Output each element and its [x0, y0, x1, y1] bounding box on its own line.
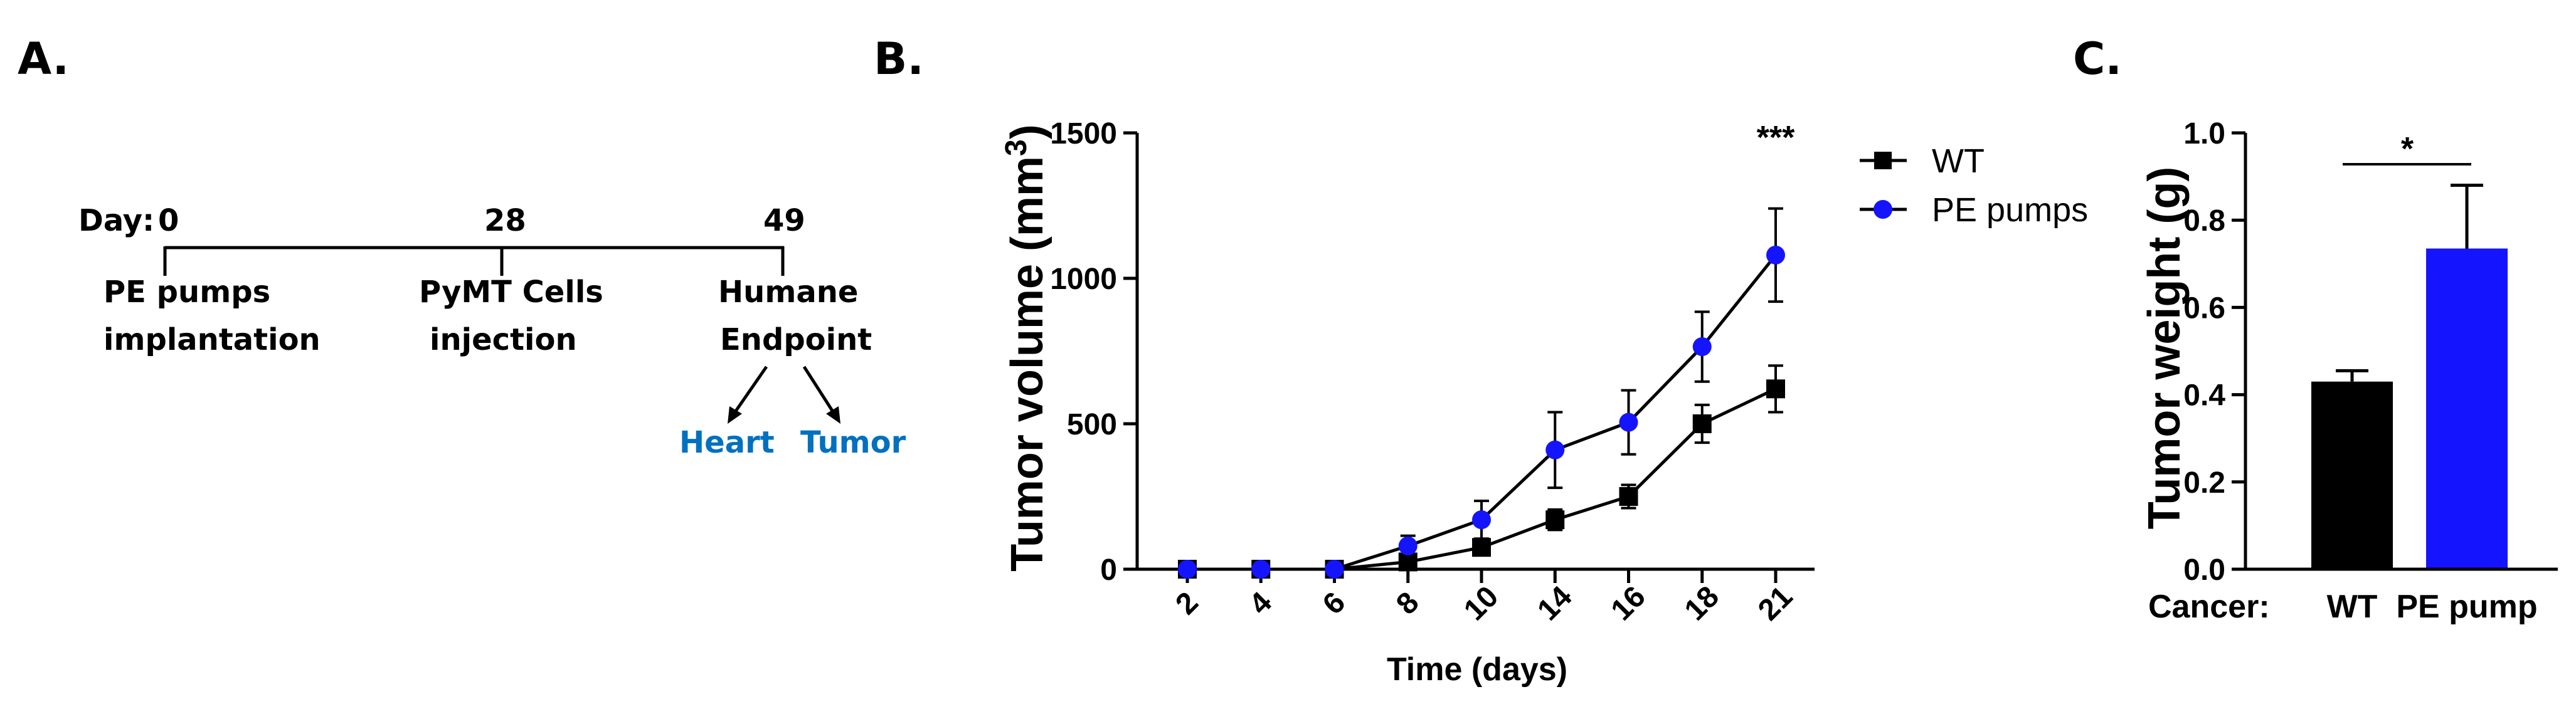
- timeline-output-tumor: Tumor: [800, 425, 906, 460]
- timeline-event-2-line1: Humane: [718, 275, 858, 310]
- timeline-output-heart: Heart: [679, 425, 775, 460]
- y-tick-label: 0.8: [2183, 204, 2225, 238]
- y-tick-label: 1000: [1050, 263, 1117, 296]
- arrow-to-tumor: [802, 365, 837, 417]
- point-wt-21: [1766, 379, 1785, 399]
- timeline-event-0-line1: PE pumps: [103, 275, 270, 310]
- timeline-day-label: Day:: [78, 203, 154, 238]
- panel-label-b: B.: [874, 33, 924, 85]
- point-wt-8: [1398, 552, 1418, 572]
- legend-pe-marker: [1874, 200, 1892, 219]
- x-tick-label: 10: [1458, 580, 1505, 627]
- timeline-day-0: 0: [158, 203, 179, 238]
- y-tick-label: 1.0: [2183, 117, 2225, 150]
- significance-marker-volume: ***: [1757, 120, 1795, 156]
- point-wt-10: [1472, 538, 1491, 557]
- x-axis-label-time: Time (days): [1387, 651, 1567, 688]
- x-tick-label: 2: [1169, 586, 1204, 621]
- legend-wt-marker: [1874, 152, 1892, 169]
- x-tick-label: 14: [1531, 580, 1578, 627]
- y-tick-label: 0.6: [2183, 291, 2225, 325]
- point-wt-14: [1545, 510, 1565, 530]
- y-tick-label: 0.0: [2183, 554, 2225, 587]
- x-tick-label: 16: [1605, 580, 1652, 627]
- point-pe-10: [1472, 510, 1491, 530]
- arrowhead-heart-icon: [728, 406, 742, 424]
- point-pe-21: [1766, 245, 1785, 265]
- bar-wt: [2311, 381, 2393, 569]
- y-tick-label: 0: [1100, 554, 1117, 587]
- significance-marker-weight: *: [2401, 131, 2414, 167]
- y-axis-label-weight: Tumor weight (g): [2139, 167, 2190, 530]
- x-tick-label: 6: [1317, 586, 1352, 621]
- timeline-day-28: 28: [484, 203, 526, 238]
- timeline-event-0-line2: implantation: [103, 322, 321, 357]
- point-pe-2: [1178, 560, 1197, 579]
- tumor-volume-chart: Tumor volume (mm3) Time (days) *** WT PE…: [1000, 117, 2089, 688]
- point-pe-14: [1545, 440, 1565, 460]
- x-tick-label: 8: [1390, 586, 1425, 621]
- x-tick-label: 21: [1752, 580, 1799, 627]
- point-wt-18: [1692, 414, 1712, 433]
- x-tick-label: 4: [1243, 586, 1279, 621]
- arrowhead-tumor-icon: [826, 406, 840, 424]
- point-wt-16: [1619, 487, 1638, 506]
- timeline-event-1-line2: injection: [430, 322, 577, 357]
- legend: WT PE pumps: [1860, 142, 2088, 229]
- y-tick-label: 1500: [1050, 117, 1117, 150]
- y-axis-label-volume: Tumor volume (mm3): [1000, 124, 1053, 571]
- y-tick-label: 500: [1067, 408, 1117, 441]
- x-category-label: PE pump: [2396, 589, 2537, 625]
- timeline-panel: Day: 0 28 49 PE pumps implantation PyMT …: [78, 203, 906, 460]
- panel-label-a: A.: [18, 33, 69, 85]
- y-tick-label: 0.4: [2183, 379, 2225, 412]
- point-pe-4: [1251, 560, 1271, 579]
- panel-label-c: C.: [2073, 33, 2122, 85]
- timeline-event-2-line2: Endpoint: [720, 322, 872, 357]
- point-pe-16: [1619, 412, 1638, 432]
- bar-pe-pump: [2426, 248, 2508, 569]
- timeline-day-49: 49: [763, 203, 805, 238]
- timeline-event-1-line1: PyMT Cells: [419, 275, 603, 310]
- x-tick-label: 18: [1678, 580, 1725, 627]
- y-tick-label: 0.2: [2183, 466, 2225, 500]
- x-category-label: WT: [2327, 589, 2378, 625]
- legend-pe-label: PE pumps: [1932, 191, 2088, 229]
- legend-wt-label: WT: [1932, 142, 1985, 180]
- tumor-weight-chart: Tumor weight (g) Cancer: * WT PE pump 0.0 0…: [2139, 117, 2558, 625]
- point-pe-6: [1325, 560, 1344, 579]
- point-pe-8: [1398, 536, 1418, 555]
- point-pe-18: [1692, 337, 1712, 357]
- x-axis-label-cancer: Cancer:: [2148, 589, 2270, 625]
- arrow-to-heart: [731, 365, 768, 417]
